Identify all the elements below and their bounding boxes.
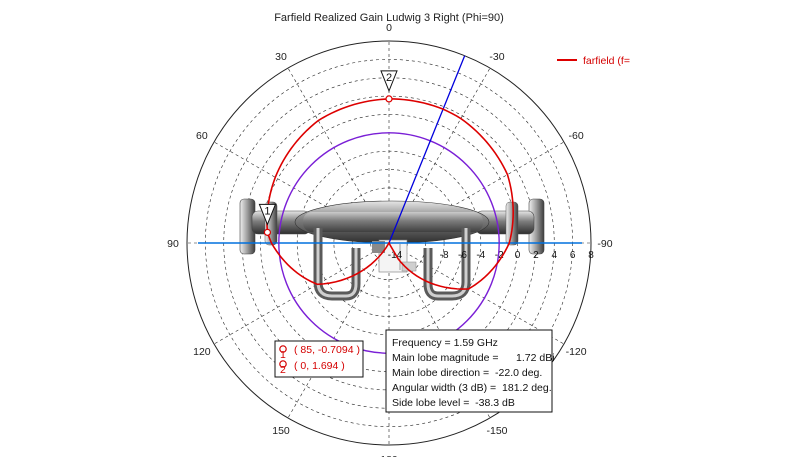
marker-values-box: 1 ( 85, -0.7094 ) 2 ( 0, 1.694 ) bbox=[274, 340, 364, 378]
info-main-lobe-direction: Main lobe direction = -22.0 deg. bbox=[392, 367, 542, 379]
radial-tick-label: 8 bbox=[588, 250, 594, 261]
radial-tick-label: -2 bbox=[495, 250, 504, 261]
radial-tick-label: -6 bbox=[458, 250, 467, 261]
radial-tick-label: -4 bbox=[476, 250, 485, 261]
angle-tick-label: 30 bbox=[275, 51, 287, 63]
info-main-lobe-magnitude: Main lobe magnitude = 1.72 dBi bbox=[392, 352, 555, 364]
angle-tick-label: 180 bbox=[380, 454, 398, 457]
radial-tick-labels: -14 -8 -6 -4 -2 0 2 4 6 8 bbox=[388, 250, 594, 261]
angle-tick-labels: 0-30-60-90-120-150180150120906030 bbox=[167, 22, 613, 457]
marker-box-ring-2 bbox=[279, 360, 287, 368]
chart-title: Farfield Realized Gain Ludwig 3 Right (P… bbox=[274, 12, 504, 24]
grid-spoke bbox=[287, 242, 390, 419]
info-side-lobe-level: Side lobe level = -38.3 dB bbox=[392, 397, 515, 409]
grid-spoke bbox=[388, 242, 565, 345]
marker-triangle bbox=[380, 70, 398, 93]
chart-legend: farfield (f= bbox=[557, 55, 630, 67]
angle-tick-label: -90 bbox=[597, 238, 612, 250]
legend-label: farfield (f= bbox=[583, 55, 630, 67]
marker-box-id-1: 1 bbox=[280, 349, 286, 361]
grid-spoke bbox=[287, 67, 390, 244]
radial-tick-label: 6 bbox=[570, 250, 576, 261]
grid-spoke bbox=[388, 67, 491, 244]
angle-tick-label: -60 bbox=[569, 130, 584, 142]
angle-tick-label: -150 bbox=[486, 425, 507, 437]
gain-pattern-series bbox=[266, 98, 514, 290]
chart-markers: 12 bbox=[258, 70, 398, 236]
antenna-model-illustration bbox=[239, 198, 545, 301]
angle-tick-label: -120 bbox=[566, 346, 587, 358]
marker-triangle bbox=[258, 203, 277, 226]
radial-tick-label: 0 bbox=[515, 250, 521, 261]
grid-spoke bbox=[213, 242, 390, 345]
marker-id-label: 2 bbox=[386, 72, 392, 84]
radial-tick-label: 2 bbox=[533, 250, 539, 261]
radial-tick-label: 4 bbox=[552, 250, 558, 261]
angle-tick-label: 60 bbox=[196, 130, 208, 142]
angle-tick-label: -30 bbox=[489, 51, 504, 63]
info-angular-width: Angular width (3 dB) = 181.2 deg. bbox=[392, 382, 552, 394]
main-lobe-direction-line bbox=[388, 55, 466, 244]
angle-tick-label: 90 bbox=[167, 238, 179, 250]
grid-outer-circle bbox=[186, 40, 592, 446]
marker-box-ring-1 bbox=[279, 345, 287, 353]
radial-tick-label: -8 bbox=[440, 250, 449, 261]
grid-spoke bbox=[213, 141, 390, 244]
radial-tick-label: -14 bbox=[388, 250, 403, 261]
marker-row-2: ( 0, 1.694 ) bbox=[294, 360, 345, 372]
marker-box-id-2: 2 bbox=[280, 364, 286, 376]
main-lobe-info-box: Frequency = 1.59 GHz Main lobe magnitude… bbox=[385, 329, 555, 413]
marker-id-label: 1 bbox=[264, 205, 270, 217]
info-frequency: Frequency = 1.59 GHz bbox=[392, 337, 498, 349]
angle-tick-label: 120 bbox=[193, 346, 211, 358]
marker-point bbox=[385, 95, 393, 103]
grid-spoke bbox=[388, 141, 565, 244]
angle-tick-label: 150 bbox=[272, 425, 290, 437]
angle-tick-label: 0 bbox=[386, 22, 392, 34]
marker-row-1: ( 85, -0.7094 ) bbox=[294, 344, 360, 356]
marker-point bbox=[263, 228, 272, 236]
